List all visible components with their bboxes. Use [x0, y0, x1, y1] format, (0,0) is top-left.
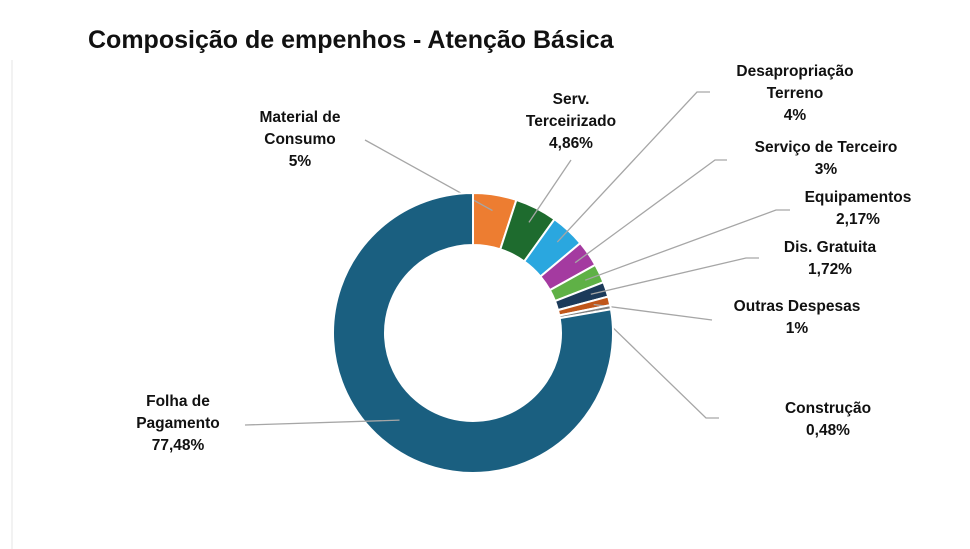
value-label: 3%: [814, 161, 838, 178]
leader-line: [584, 209, 790, 281]
value-label: 4,86%: [549, 135, 593, 152]
category-label: Construção: [784, 400, 872, 417]
chart-title: Composição de empenhos - Atenção Básica: [88, 26, 614, 54]
value-label: 5%: [288, 153, 312, 170]
category-label: Folha de Pagamento: [136, 393, 220, 432]
slice: [332, 191, 614, 474]
leader-line: [244, 419, 400, 426]
category-label: Dis. Gratuita: [783, 239, 877, 256]
leader-line: [590, 257, 759, 295]
value-label: 2,17%: [836, 211, 880, 228]
value-label: 4%: [783, 107, 807, 124]
value-label: 0,48%: [806, 422, 850, 439]
category-label: Material de Consumo: [259, 109, 341, 148]
leader-line: [556, 91, 710, 243]
leader-line: [528, 159, 572, 223]
category-label: Desapropriação Terreno: [736, 63, 854, 102]
category-label: Serviço de Terceiro: [754, 139, 898, 156]
category-label: Outras Despesas: [733, 298, 861, 315]
value-label: 1,72%: [808, 261, 852, 278]
category-label: Equipamentos: [804, 189, 912, 206]
leader-line: [594, 309, 719, 419]
category-label: Serv. Terceirizado: [525, 91, 617, 130]
value-label: 77,48%: [151, 437, 205, 454]
value-label: 1%: [785, 320, 809, 337]
leader-line: [574, 159, 727, 264]
leader-line: [593, 303, 713, 321]
